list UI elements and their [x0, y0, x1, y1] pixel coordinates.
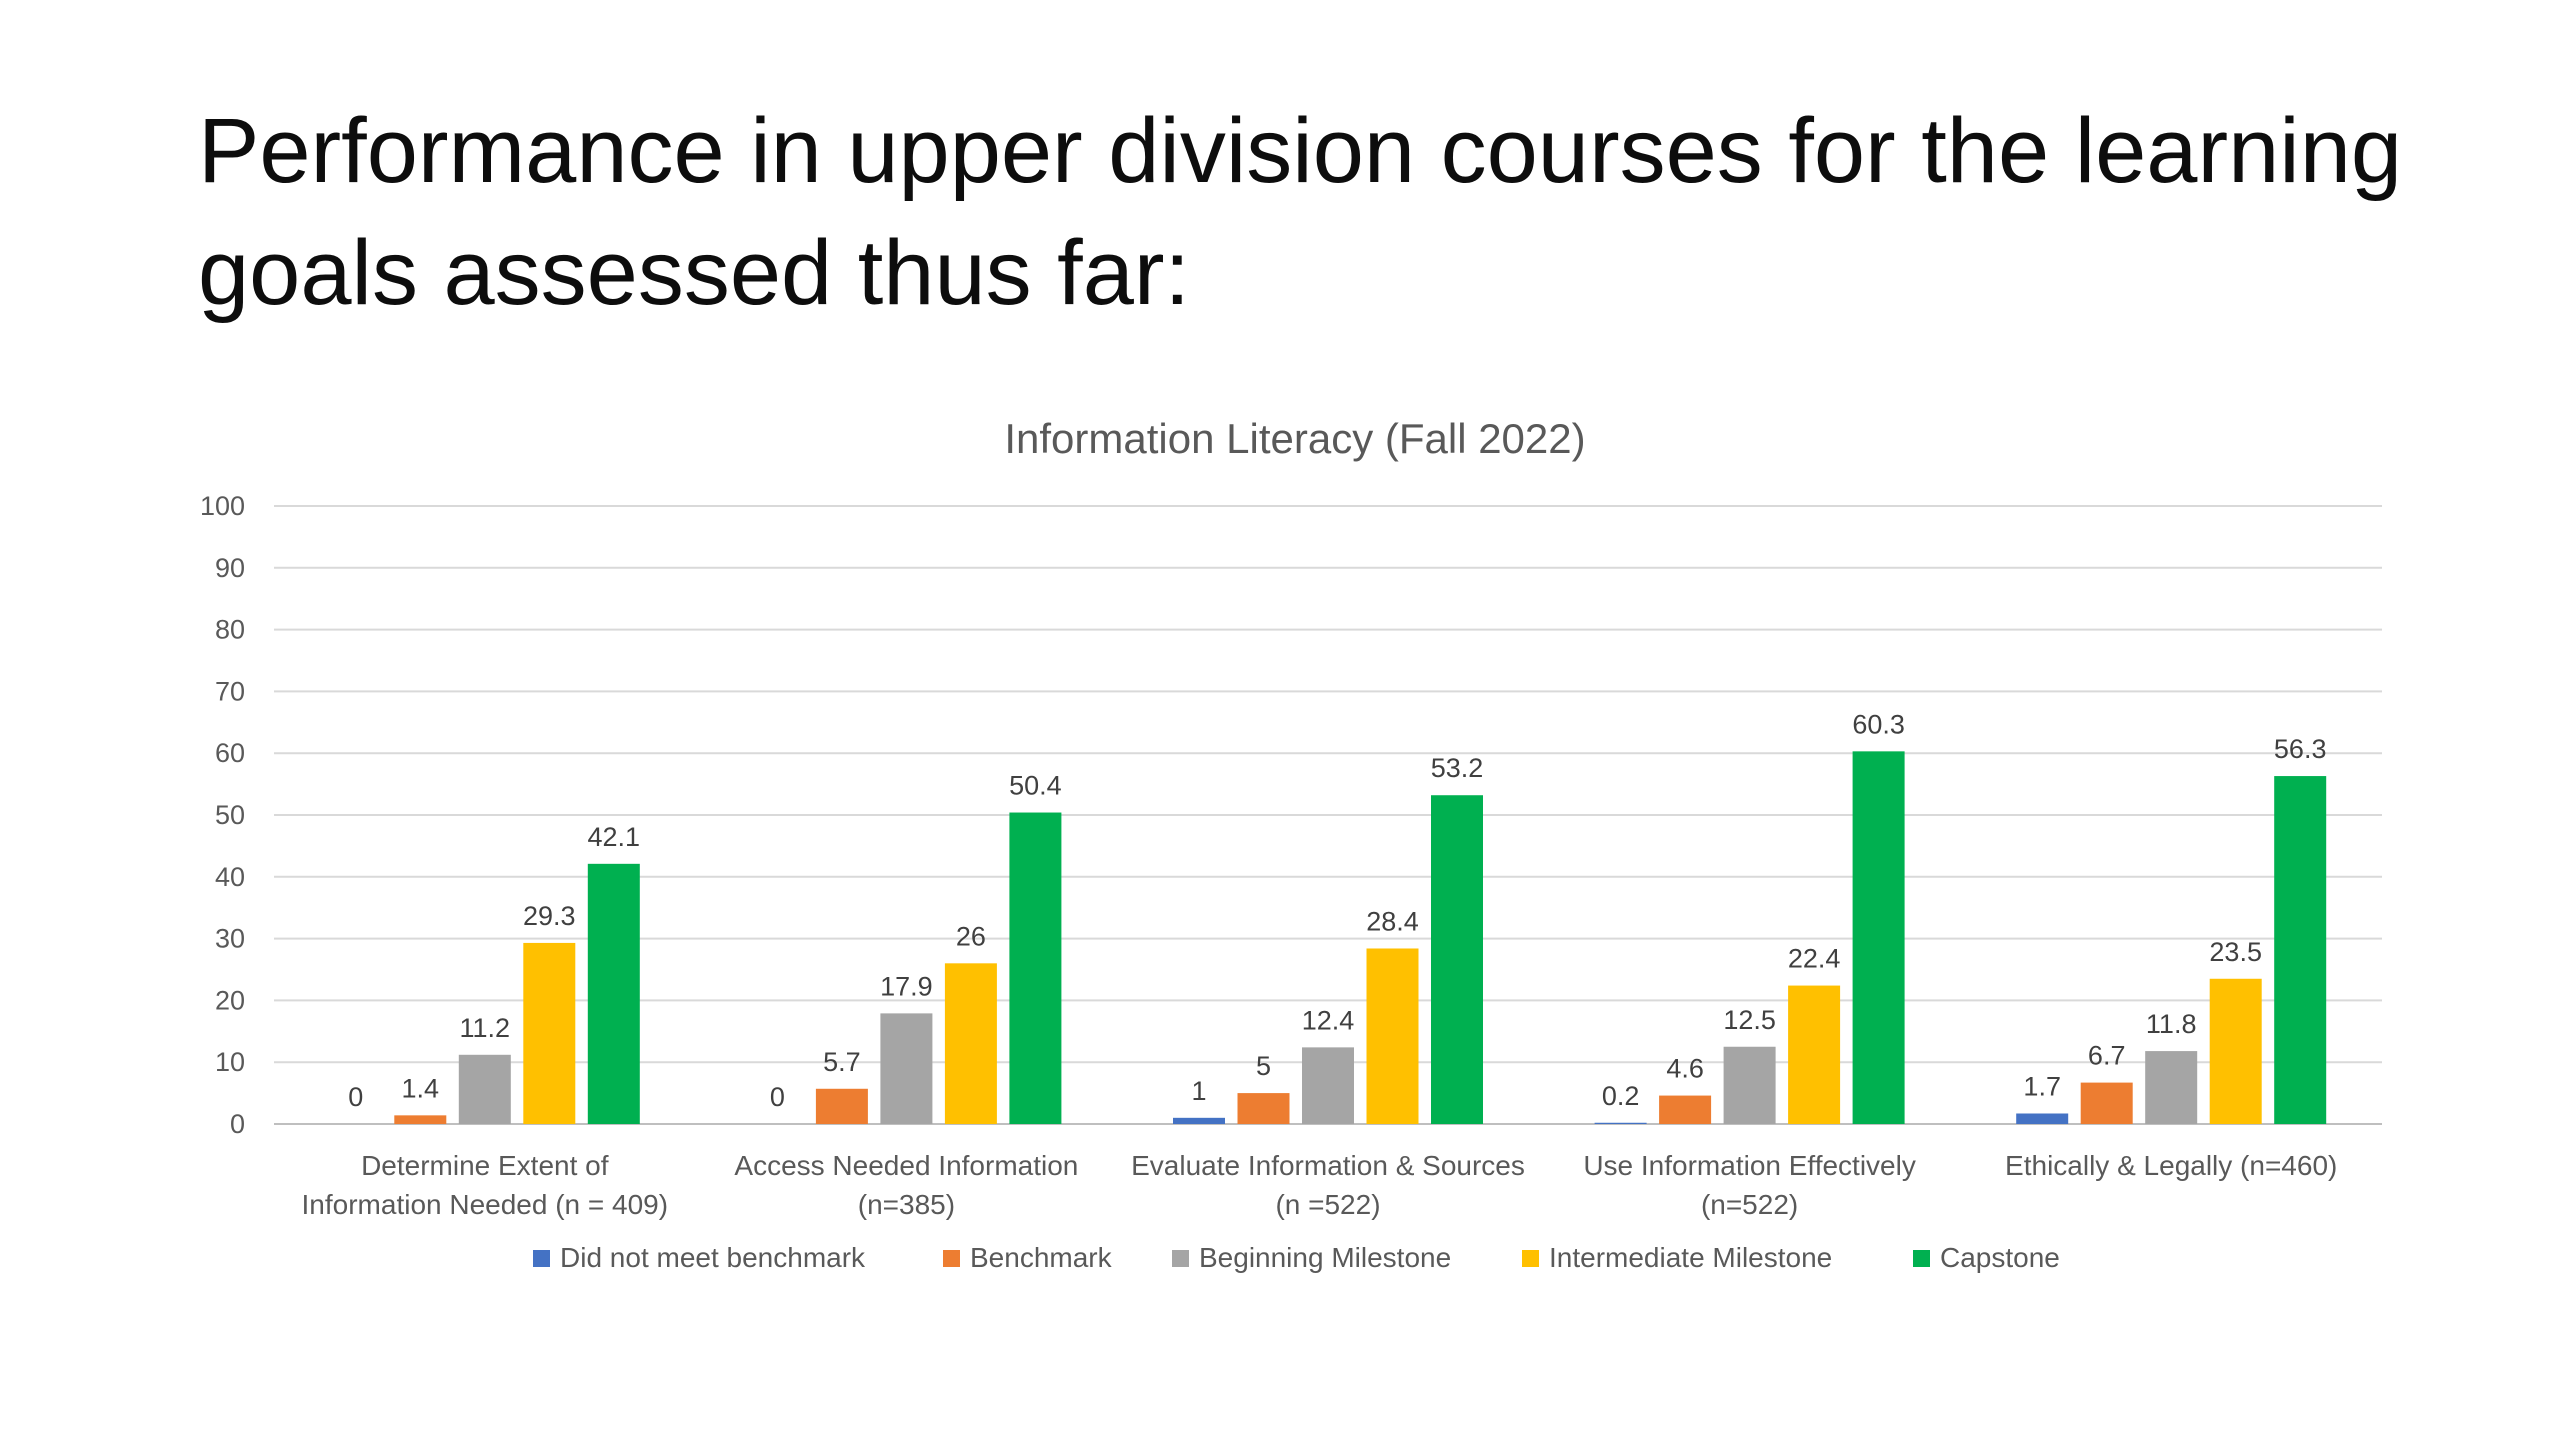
- x-tick-label: Determine Extent of: [361, 1150, 609, 1181]
- y-tick-label: 70: [215, 676, 245, 706]
- data-labels: 0 1.4 11.2 29.3 42.1 0 5.7 17.9 26 50.4 1 5 12.4 28.4…: [348, 709, 2326, 1112]
- slide-title: Performance in upper division courses fo…: [198, 100, 2403, 324]
- y-tick-label: 50: [215, 800, 245, 830]
- y-tick-label: 20: [215, 985, 245, 1015]
- data-label: 11.8: [2146, 1009, 2197, 1039]
- data-label: 28.4: [1366, 906, 1419, 936]
- bar: [1237, 1093, 1290, 1124]
- data-label: 26: [956, 921, 986, 951]
- y-tick-label: 100: [200, 491, 245, 521]
- data-label: 0.2: [1602, 1081, 1640, 1111]
- legend-label: Did not meet benchmark: [560, 1242, 866, 1273]
- data-label: 1.4: [402, 1073, 440, 1103]
- bar: [880, 1013, 933, 1124]
- bar: [1431, 795, 1483, 1124]
- legend-swatch: [943, 1250, 960, 1267]
- bar: [1659, 1095, 1712, 1124]
- data-label: 12.5: [1723, 1005, 1776, 1035]
- x-tick-label: Evaluate Information & Sources: [1131, 1150, 1525, 1181]
- data-label: 50.4: [1009, 771, 1062, 801]
- data-label: 53.2: [1431, 753, 1484, 783]
- data-label: 6.7: [2088, 1041, 2126, 1071]
- data-label: 0: [770, 1082, 785, 1112]
- y-tick-label: 60: [215, 738, 245, 768]
- x-tick-label: (n=522): [1701, 1189, 1798, 1220]
- bar: [815, 1088, 868, 1124]
- y-axis: 0 10 20 30 40 50 60 70 80 90 100: [200, 491, 245, 1139]
- x-tick-label: (n=385): [858, 1189, 955, 1220]
- data-label: 22.4: [1788, 944, 1841, 974]
- bar: [2209, 978, 2262, 1124]
- bar: [2274, 776, 2327, 1124]
- x-axis: Determine Extent of Information Needed (n…: [302, 1150, 2338, 1220]
- data-label: 60.3: [1852, 709, 1905, 739]
- x-tick-label: Access Needed Information: [734, 1150, 1078, 1181]
- bar: [523, 942, 576, 1124]
- bar: [2080, 1082, 2133, 1124]
- data-label: 5: [1256, 1051, 1271, 1081]
- data-label: 17.9: [880, 971, 933, 1001]
- bar: [587, 863, 640, 1124]
- y-tick-label: 30: [215, 924, 245, 954]
- legend-swatch: [1522, 1250, 1539, 1267]
- data-label: 5.7: [823, 1047, 861, 1077]
- legend-label: Capstone: [1940, 1242, 2060, 1273]
- legend-label: Intermediate Milestone: [1549, 1242, 1832, 1273]
- data-label: 1: [1191, 1076, 1206, 1106]
- bar: [1173, 1117, 1225, 1124]
- x-tick-label: Information Needed (n = 409): [302, 1189, 669, 1220]
- data-label: 11.2: [460, 1013, 511, 1043]
- bar: [394, 1115, 447, 1124]
- bar: [1366, 948, 1419, 1124]
- legend-label: Benchmark: [970, 1242, 1113, 1273]
- legend-label: Beginning Milestone: [1199, 1242, 1451, 1273]
- y-tick-label: 0: [230, 1109, 245, 1139]
- data-label: 12.4: [1302, 1005, 1355, 1035]
- bar: [2145, 1051, 2198, 1124]
- bar: [2016, 1113, 2069, 1124]
- bar: [1594, 1122, 1647, 1124]
- y-tick-label: 90: [215, 553, 245, 583]
- legend-swatch: [1172, 1250, 1189, 1267]
- y-tick-label: 40: [215, 862, 245, 892]
- data-label: 1.7: [2023, 1071, 2061, 1101]
- y-tick-label: 10: [215, 1047, 245, 1077]
- y-tick-label: 80: [215, 615, 245, 645]
- data-label: 0: [348, 1082, 363, 1112]
- bar: [1009, 812, 1062, 1124]
- x-tick-label: Use Information Effectively: [1583, 1150, 1916, 1181]
- bar: [458, 1054, 511, 1124]
- bar: [1852, 751, 1905, 1124]
- chart-title: Information Literacy (Fall 2022): [1004, 415, 1585, 462]
- data-label: 42.1: [588, 822, 641, 852]
- bar: [1788, 985, 1841, 1124]
- data-label: 56.3: [2274, 734, 2327, 764]
- data-label: 29.3: [523, 901, 576, 931]
- data-label: 4.6: [1666, 1054, 1704, 1084]
- x-tick-label: Ethically & Legally (n=460): [2005, 1150, 2337, 1181]
- legend: Did not meet benchmark Benchmark Beginning…: [533, 1242, 2060, 1273]
- bar: [944, 963, 997, 1124]
- bar: [1723, 1046, 1776, 1124]
- legend-swatch: [1913, 1250, 1930, 1267]
- x-tick-label: (n =522): [1275, 1189, 1380, 1220]
- data-label: 23.5: [2209, 937, 2262, 967]
- bars: [394, 751, 2327, 1124]
- legend-swatch: [533, 1250, 550, 1267]
- bar: [1302, 1047, 1354, 1124]
